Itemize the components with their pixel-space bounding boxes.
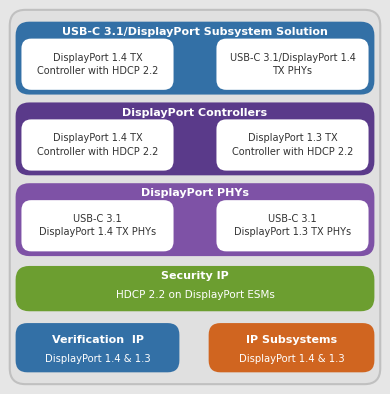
FancyBboxPatch shape (216, 119, 369, 171)
Text: USB-C 3.1
DisplayPort 1.4 TX PHYs: USB-C 3.1 DisplayPort 1.4 TX PHYs (39, 214, 156, 237)
Text: USB-C 3.1/DisplayPort 1.4
TX PHYs: USB-C 3.1/DisplayPort 1.4 TX PHYs (230, 53, 355, 76)
Text: DisplayPort 1.4 TX
Controller with HDCP 2.2: DisplayPort 1.4 TX Controller with HDCP … (37, 53, 158, 76)
FancyBboxPatch shape (216, 200, 369, 251)
Text: USB-C 3.1/DisplayPort Subsystem Solution: USB-C 3.1/DisplayPort Subsystem Solution (62, 27, 328, 37)
FancyBboxPatch shape (21, 200, 174, 251)
Text: USB-C 3.1
DisplayPort 1.3 TX PHYs: USB-C 3.1 DisplayPort 1.3 TX PHYs (234, 214, 351, 237)
FancyBboxPatch shape (21, 119, 174, 171)
FancyBboxPatch shape (21, 39, 174, 90)
FancyBboxPatch shape (10, 10, 380, 384)
FancyBboxPatch shape (16, 323, 179, 372)
Text: HDCP 2.2 on DisplayPort ESMs: HDCP 2.2 on DisplayPort ESMs (115, 290, 275, 300)
FancyBboxPatch shape (216, 39, 369, 90)
FancyBboxPatch shape (16, 22, 374, 95)
Text: DisplayPort Controllers: DisplayPort Controllers (122, 108, 268, 118)
Text: Security IP: Security IP (161, 271, 229, 281)
FancyBboxPatch shape (16, 266, 374, 311)
FancyBboxPatch shape (209, 323, 374, 372)
Text: DisplayPort 1.4 & 1.3: DisplayPort 1.4 & 1.3 (45, 353, 150, 364)
Text: DisplayPort 1.4 & 1.3: DisplayPort 1.4 & 1.3 (239, 353, 344, 364)
Text: DisplayPort 1.3 TX
Controller with HDCP 2.2: DisplayPort 1.3 TX Controller with HDCP … (232, 134, 353, 156)
Text: DisplayPort PHYs: DisplayPort PHYs (141, 188, 249, 199)
FancyBboxPatch shape (16, 183, 374, 256)
FancyBboxPatch shape (16, 102, 374, 175)
Text: IP Subsystems: IP Subsystems (246, 335, 337, 345)
Text: DisplayPort 1.4 TX
Controller with HDCP 2.2: DisplayPort 1.4 TX Controller with HDCP … (37, 134, 158, 156)
Text: Verification  IP: Verification IP (51, 335, 144, 345)
